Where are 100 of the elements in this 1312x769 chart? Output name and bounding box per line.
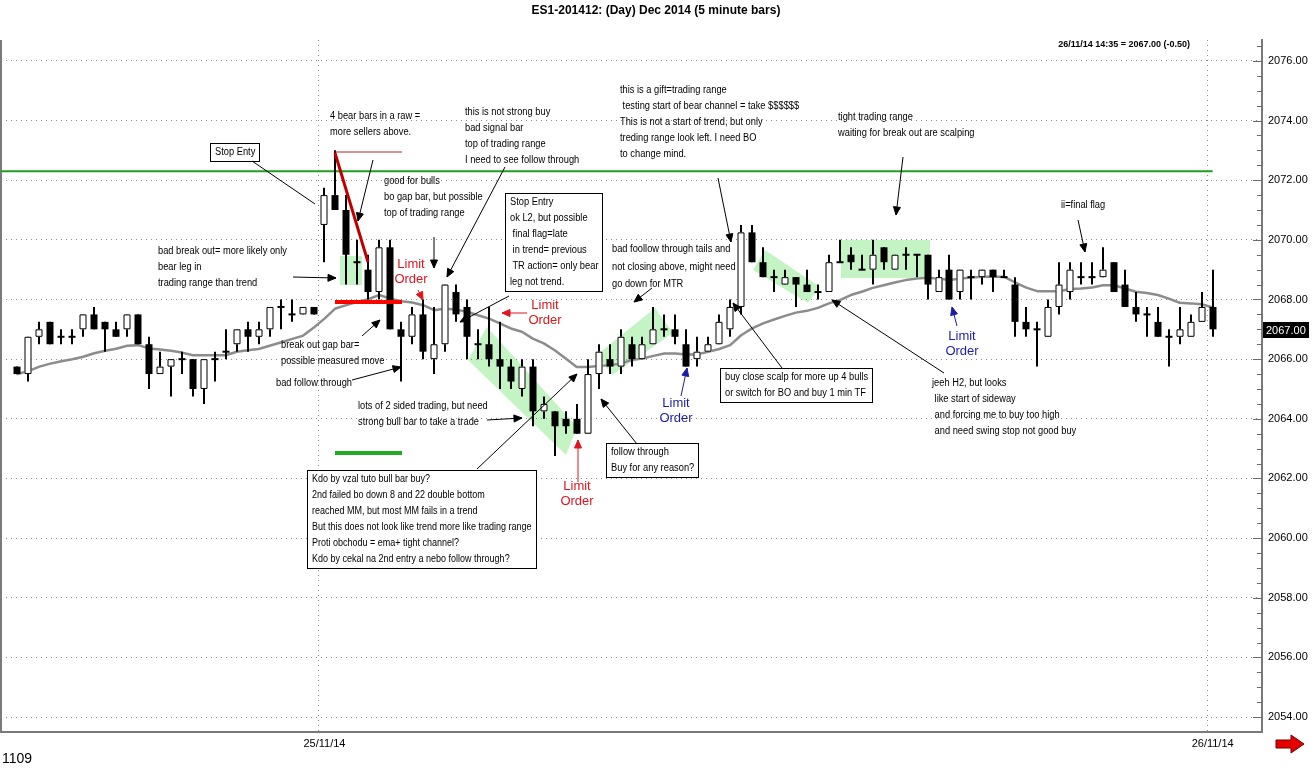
candlestick — [397, 320, 405, 383]
candlestick — [1032, 320, 1042, 368]
y-tick-label: 2056.00 — [1268, 650, 1308, 663]
annotation: ii=final flag — [1061, 198, 1106, 212]
candlestick — [562, 410, 570, 435]
annotation: Limit Order — [945, 328, 979, 358]
candlestick — [1044, 298, 1052, 338]
candlestick — [320, 186, 328, 264]
annotation: break out gap bar= possible measured move — [281, 338, 385, 368]
candlestick — [408, 305, 416, 346]
candlestick — [956, 268, 964, 301]
candlestick — [255, 320, 263, 346]
candlestick — [1164, 328, 1174, 368]
candlestick — [1198, 291, 1206, 323]
candlestick — [24, 335, 32, 383]
candlestick — [375, 238, 383, 301]
candlestick — [573, 402, 581, 435]
y-tick-label: 2062.00 — [1268, 471, 1308, 484]
annotation: Stop Enty — [215, 145, 256, 159]
candlestick — [101, 320, 109, 353]
annotation: Limit Order — [560, 478, 594, 508]
candlestick — [177, 350, 187, 376]
candlestick — [1022, 305, 1030, 338]
candlestick — [473, 328, 483, 361]
y-tick-label: 2074.00 — [1268, 113, 1308, 126]
annotation: good for bulls bo gap bar, but possible top of trading range — [384, 174, 483, 220]
candlestick — [441, 283, 449, 353]
candlestick — [200, 358, 208, 405]
candlestick — [595, 343, 603, 390]
candlestick — [1076, 261, 1086, 286]
candlestick — [551, 410, 559, 458]
candlestick — [1055, 261, 1063, 316]
candlestick — [638, 335, 646, 361]
candlestick — [671, 313, 679, 346]
x-tick-label: 25/11/14 — [303, 736, 346, 749]
candlestick — [869, 238, 877, 286]
annotation: Limit Order — [528, 297, 562, 327]
candlestick — [1099, 246, 1107, 279]
candlestick — [935, 268, 943, 294]
candlestick — [496, 320, 504, 390]
candlestick — [287, 298, 297, 323]
candlestick — [430, 305, 438, 376]
x-tick-label: 26/11/14 — [1191, 736, 1234, 749]
y-tick-label: 2076.00 — [1268, 53, 1308, 66]
candlestick — [167, 358, 175, 398]
candlestick — [649, 305, 657, 346]
candlestick — [682, 328, 690, 368]
candlestick — [901, 246, 911, 271]
candlestick — [1154, 305, 1162, 338]
chart-title: ES1-201412: (Day) Dec 2014 (5 minute bars) — [531, 3, 781, 18]
candlestick — [1187, 313, 1195, 338]
candlestick — [485, 305, 493, 368]
text: 1109 — [2, 750, 33, 767]
candlestick — [606, 343, 614, 376]
candlestick — [825, 253, 833, 294]
y-tick-label: 2060.00 — [1268, 531, 1308, 544]
candlestick — [584, 358, 592, 435]
annotation: 4 bear bars in a raw = more sellers above. — [330, 109, 421, 139]
candlestick — [233, 328, 241, 353]
candlestick — [912, 253, 922, 279]
candlestick — [715, 313, 723, 346]
y-tick-label: 2058.00 — [1268, 590, 1308, 603]
candlestick — [1209, 268, 1217, 338]
annotation: tight trading range waiting for break out are scalping — [838, 110, 975, 140]
candlestick — [966, 268, 976, 301]
candlestick — [266, 305, 274, 338]
candlestick — [79, 313, 87, 338]
candlestick — [331, 149, 339, 212]
candlestick — [364, 253, 372, 301]
y-tick-label: 2072.00 — [1268, 173, 1308, 186]
candlestick — [693, 335, 701, 368]
candlestick — [452, 283, 460, 323]
candlestick — [769, 268, 779, 294]
candlestick — [244, 320, 252, 353]
candlestick — [540, 395, 548, 420]
candlestick — [221, 328, 231, 361]
text: 2067.00 — [1263, 322, 1309, 338]
candlestick — [737, 223, 745, 316]
candlestick — [1066, 261, 1074, 301]
candlestick — [759, 246, 767, 279]
annotation: bad foollow through tails and not closing above, might need go down for MTR — [612, 242, 736, 291]
annotation: Limit Order — [659, 395, 693, 425]
y-tick-label: 2054.00 — [1268, 710, 1308, 723]
annotation: lots of 2 sided trading, but need strong bull bar to take a trade — [358, 399, 488, 429]
annotation: bad follow through — [276, 376, 353, 390]
annotation: this is a gift=trading range testing start of bear channel = take $$$$$$ This is not a start of trend, but only treding range look left. I need BO to change mind. — [620, 83, 800, 161]
candlestick — [35, 320, 43, 346]
candlestick — [507, 358, 515, 390]
candlestick — [792, 276, 800, 308]
candlestick — [1142, 305, 1152, 338]
y-tick-label: 2070.00 — [1268, 232, 1308, 245]
annotation: this is not strong buy bad signal bar top of trading range I need to see follow through — [465, 105, 580, 167]
candlestick — [726, 298, 734, 338]
candlestick — [276, 298, 286, 331]
candlestick — [352, 238, 362, 286]
annotation: bad break out= more likely only bear leg in trading range than trend — [158, 244, 287, 290]
candlestick — [1132, 291, 1140, 323]
candlestick — [835, 238, 845, 264]
annotation: jeeh H2, but looks like start of sideway and forcing me to buy too high and need swing stop not good buy — [932, 376, 1077, 438]
candlestick — [659, 313, 669, 338]
